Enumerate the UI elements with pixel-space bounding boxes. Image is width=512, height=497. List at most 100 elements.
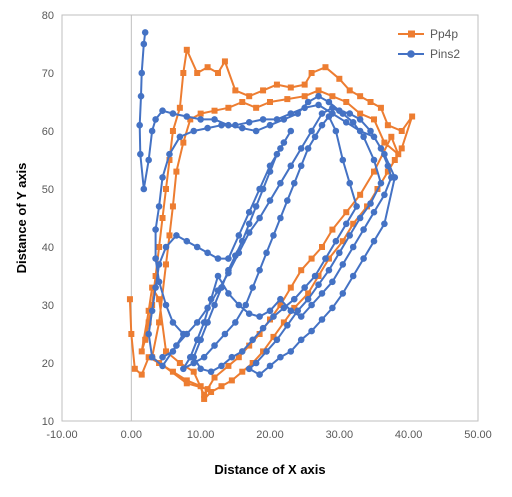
data-point bbox=[145, 354, 152, 361]
data-point bbox=[138, 348, 145, 355]
data-point bbox=[266, 362, 274, 370]
data-point bbox=[214, 272, 222, 280]
data-point bbox=[197, 110, 204, 117]
data-point bbox=[155, 261, 163, 268]
data-point bbox=[304, 98, 312, 106]
data-point bbox=[166, 157, 173, 163]
data-point bbox=[381, 191, 388, 199]
data-point bbox=[370, 156, 378, 164]
data-point bbox=[266, 162, 274, 170]
data-point bbox=[140, 40, 148, 48]
data-point bbox=[180, 70, 187, 76]
data-point bbox=[273, 150, 281, 158]
data-point bbox=[156, 296, 163, 303]
data-point bbox=[245, 208, 253, 216]
data-point bbox=[256, 371, 263, 378]
data-point bbox=[193, 319, 201, 326]
data-point bbox=[207, 295, 215, 303]
x-tick-label: -10.00 bbox=[46, 429, 77, 441]
data-point bbox=[193, 243, 201, 251]
data-point bbox=[204, 319, 211, 326]
data-point bbox=[169, 110, 177, 117]
data-point bbox=[249, 360, 256, 366]
data-point bbox=[197, 116, 204, 123]
data-point bbox=[159, 107, 166, 114]
data-point bbox=[225, 269, 232, 277]
data-point bbox=[308, 70, 315, 76]
data-point bbox=[273, 116, 281, 123]
data-point bbox=[267, 99, 273, 105]
data-point bbox=[381, 139, 388, 146]
data-point bbox=[155, 278, 163, 286]
x-tick-label: 10.00 bbox=[187, 429, 215, 441]
data-point bbox=[325, 255, 332, 262]
data-point bbox=[287, 307, 295, 315]
data-point bbox=[294, 110, 302, 117]
series-pins2 bbox=[136, 29, 399, 378]
plot-area-border bbox=[61, 14, 479, 422]
data-point bbox=[180, 330, 187, 338]
data-point bbox=[259, 324, 267, 332]
data-point bbox=[319, 244, 325, 250]
data-point bbox=[211, 374, 218, 381]
data-point bbox=[187, 116, 194, 123]
data-point bbox=[159, 174, 166, 181]
data-point bbox=[225, 362, 232, 369]
y-tick-label: 40 bbox=[42, 242, 54, 254]
y-tick-label: 30 bbox=[42, 300, 54, 312]
data-point bbox=[346, 179, 354, 187]
data-point bbox=[329, 278, 336, 286]
data-point bbox=[270, 333, 277, 340]
data-point bbox=[145, 319, 152, 326]
data-point bbox=[277, 295, 284, 303]
data-point bbox=[156, 244, 163, 250]
data-point bbox=[301, 284, 308, 291]
data-point bbox=[232, 121, 239, 129]
data-point bbox=[221, 330, 229, 338]
data-point bbox=[176, 104, 183, 111]
data-point bbox=[169, 348, 177, 355]
data-point bbox=[162, 301, 170, 309]
data-point bbox=[277, 179, 284, 187]
data-point bbox=[311, 272, 319, 280]
data-point bbox=[329, 93, 336, 100]
data-point bbox=[332, 127, 340, 135]
data-point bbox=[197, 365, 204, 373]
data-point bbox=[169, 319, 177, 326]
data-point bbox=[329, 110, 336, 117]
data-point bbox=[208, 389, 215, 395]
data-point bbox=[287, 348, 295, 355]
data-point bbox=[152, 255, 159, 262]
data-point bbox=[263, 348, 270, 355]
data-point bbox=[148, 127, 156, 135]
data-point bbox=[169, 128, 176, 134]
data-point bbox=[280, 116, 288, 123]
data-point bbox=[297, 145, 305, 152]
data-point bbox=[215, 70, 221, 76]
data-point bbox=[197, 383, 204, 390]
data-point bbox=[155, 203, 163, 210]
data-point bbox=[277, 145, 284, 152]
data-point bbox=[329, 304, 336, 312]
data-point bbox=[336, 249, 343, 257]
data-point bbox=[260, 87, 267, 94]
data-point bbox=[377, 145, 385, 152]
y-tick-labels: 10 20 30 40 50 60 70 80 bbox=[42, 10, 54, 428]
legend-marker bbox=[407, 50, 415, 58]
data-point bbox=[218, 121, 225, 129]
data-point bbox=[325, 98, 333, 106]
data-point bbox=[315, 281, 322, 289]
data-point bbox=[277, 302, 284, 308]
data-point bbox=[381, 220, 388, 228]
data-point bbox=[315, 87, 322, 94]
data-point bbox=[225, 290, 232, 297]
data-point bbox=[266, 168, 274, 175]
data-point bbox=[270, 313, 277, 320]
data-point bbox=[304, 145, 312, 152]
data-point bbox=[370, 208, 378, 216]
x-tick-labels: -10.00 0.00 10.00 20.00 30.00 40.00 50.00 bbox=[46, 429, 491, 441]
data-point bbox=[315, 92, 322, 100]
data-point bbox=[377, 104, 384, 111]
data-point bbox=[339, 110, 347, 117]
data-point bbox=[252, 359, 260, 367]
